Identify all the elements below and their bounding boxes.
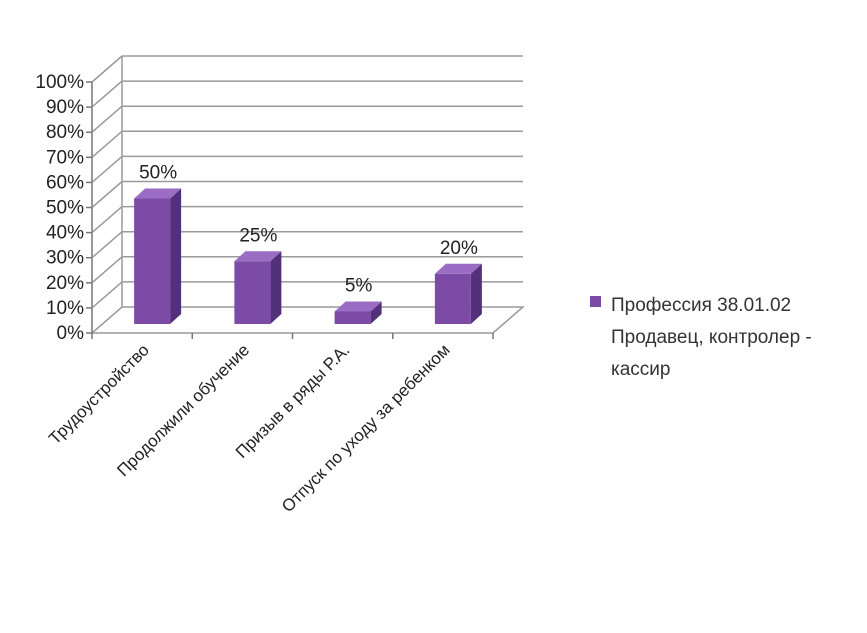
- y-tick-label: 80%: [46, 122, 84, 143]
- bar-top: [234, 251, 282, 262]
- bar-side: [370, 301, 382, 324]
- gridline-side: [91, 231, 123, 259]
- data-label: 50%: [139, 163, 177, 184]
- y-tick-label: 0%: [57, 323, 85, 344]
- gridline-side: [91, 80, 123, 108]
- bar-top: [434, 263, 482, 274]
- y-tick-label: 60%: [46, 172, 84, 193]
- y-tick-label: 100%: [35, 72, 84, 93]
- y-tick-label: 30%: [46, 248, 84, 269]
- bar: [234, 261, 271, 324]
- bar: [134, 198, 171, 324]
- gridline-side: [91, 256, 123, 284]
- gridline-side: [91, 180, 123, 209]
- bar: [334, 311, 371, 324]
- category-label: Отпуск по уходу за ребенком: [278, 340, 454, 516]
- gridline-side: [91, 281, 123, 309]
- legend-swatch: [590, 296, 601, 307]
- data-label: 5%: [345, 275, 373, 296]
- y-tick-label: 10%: [46, 298, 84, 319]
- gridline-side: [91, 155, 123, 183]
- bar-top: [134, 188, 182, 199]
- y-tick-label: 70%: [46, 147, 84, 168]
- data-label: 25%: [239, 225, 277, 246]
- bar-side: [470, 263, 482, 324]
- bar-side: [170, 188, 182, 324]
- y-tick-label: 50%: [46, 198, 84, 219]
- y-tick-label: 90%: [46, 97, 84, 118]
- bar-top: [334, 301, 382, 312]
- bar: [434, 273, 471, 324]
- gridline-side: [91, 206, 123, 234]
- gridline-side: [91, 130, 123, 158]
- category-label: Трудоустройство: [45, 340, 153, 448]
- bar-side: [270, 251, 282, 324]
- category-label: Призыв в ряды Р.А.: [232, 340, 354, 462]
- gridline-side: [91, 105, 123, 133]
- y-tick-label: 40%: [46, 223, 84, 244]
- legend-label: Профессия 38.01.02 Продавец, контролер -…: [611, 295, 812, 380]
- gridline-side: [91, 55, 123, 83]
- data-label: 20%: [440, 238, 478, 259]
- y-tick-label: 20%: [46, 273, 84, 294]
- floor: [89, 306, 526, 334]
- legend: Профессия 38.01.02 Продавец, контролер -…: [590, 290, 860, 386]
